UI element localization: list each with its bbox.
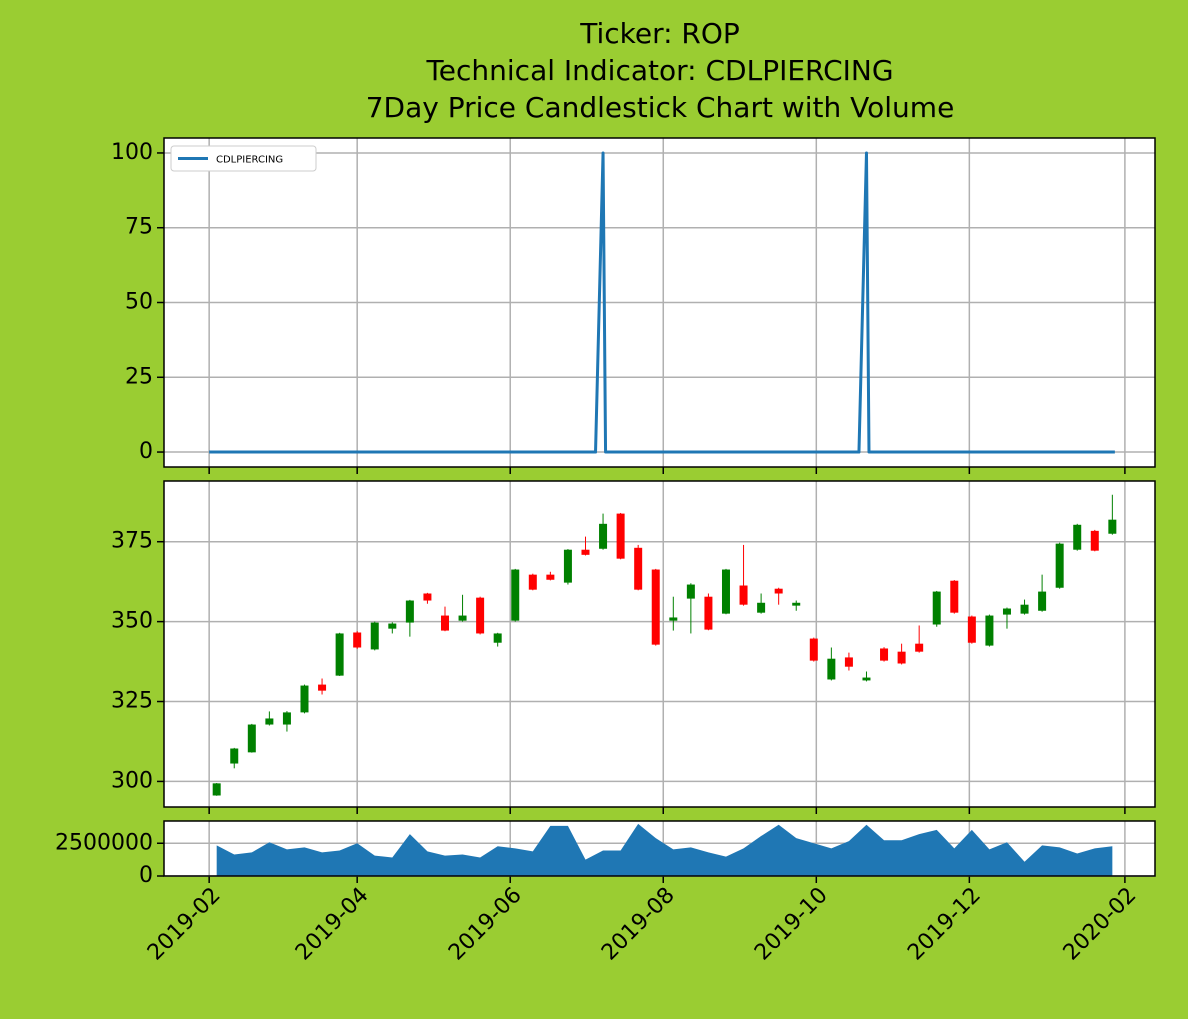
candle-body	[634, 547, 643, 590]
y-tick-label: 0	[139, 863, 153, 888]
chart-title: Technical Indicator: CDLPIERCING	[425, 54, 893, 87]
candle-body	[721, 569, 730, 614]
y-tick-label: 50	[125, 290, 153, 315]
candle-body	[985, 615, 994, 646]
x-tick-label: 2019-12	[903, 883, 986, 966]
candle-body	[388, 623, 397, 629]
candle-body	[230, 748, 239, 764]
candle-body	[757, 602, 766, 613]
chart-title: Ticker: ROP	[579, 17, 740, 50]
candle-body	[440, 615, 449, 631]
candle-body	[844, 657, 853, 667]
candle-body	[476, 597, 485, 634]
candle-body	[651, 569, 660, 645]
candle-body	[1090, 530, 1099, 551]
x-tick-label: 2020-02	[1059, 883, 1142, 966]
candle-body	[581, 549, 590, 555]
candle-body	[809, 638, 818, 661]
legend-label: CDLPIERCING	[216, 155, 283, 166]
candle-body	[897, 651, 906, 664]
candle-body	[300, 685, 309, 713]
candle-body	[686, 584, 695, 599]
candle-body	[511, 569, 520, 621]
candle-body	[563, 549, 572, 583]
candle-body	[458, 615, 467, 621]
plot-content	[209, 151, 1115, 454]
candle-body	[370, 622, 379, 650]
plot-content	[212, 494, 1117, 796]
y-tick-label: 350	[111, 609, 153, 634]
y-tick-label: 100	[111, 140, 153, 165]
candle-body	[616, 513, 625, 559]
x-tick-label: 2019-02	[143, 883, 226, 966]
x-tick-label: 2019-04	[291, 883, 374, 966]
candle-body	[950, 580, 959, 613]
candle-body	[318, 684, 327, 691]
plot-frame	[163, 137, 1156, 468]
x-tick-label: 2019-10	[750, 883, 833, 966]
candle-body	[546, 574, 555, 580]
candle-body	[353, 632, 362, 648]
candle-body	[423, 593, 432, 601]
candle-body	[774, 588, 783, 594]
y-tick-label: 25	[125, 364, 153, 389]
candle-body	[704, 596, 713, 630]
candle-body	[1020, 604, 1029, 614]
y-tick-label: 300	[111, 768, 153, 793]
candle-body	[932, 591, 941, 625]
y-tick-label: 0	[139, 439, 153, 464]
candle-body	[1038, 591, 1047, 611]
candle-body	[405, 600, 414, 623]
candle-body	[827, 658, 836, 680]
candle-body	[1002, 608, 1011, 615]
plot-content	[216, 823, 1113, 876]
candle-body	[739, 585, 748, 605]
y-tick-label: 2500000	[55, 830, 153, 855]
candle-body	[212, 783, 221, 796]
candle-body	[669, 617, 678, 621]
candle-body	[880, 648, 889, 661]
candle-body	[1108, 519, 1117, 534]
plot-frame	[163, 480, 1156, 808]
candle-body	[1073, 524, 1082, 550]
y-tick-label: 75	[125, 215, 153, 240]
chart-title: 7Day Price Candlestick Chart with Volume	[366, 91, 955, 124]
y-tick-label: 375	[111, 529, 153, 554]
candle-body	[862, 677, 871, 681]
candle-body	[493, 633, 502, 643]
candle-body	[792, 602, 801, 606]
candle-body	[335, 633, 344, 676]
candle-body	[1055, 543, 1064, 588]
volume-area	[216, 823, 1113, 876]
candle-body	[915, 643, 924, 652]
candle-body	[265, 718, 274, 725]
indicator-line	[209, 151, 1115, 454]
plot-frame	[163, 820, 1156, 877]
y-tick-label: 325	[111, 689, 153, 714]
candle-body	[599, 523, 608, 549]
candle-body	[967, 616, 976, 643]
legend-box	[170, 145, 317, 172]
x-tick-label: 2019-08	[597, 883, 680, 966]
candle-body	[282, 712, 291, 725]
candle-body	[247, 724, 256, 753]
candle-body	[528, 574, 537, 590]
x-tick-label: 2019-06	[444, 883, 527, 966]
